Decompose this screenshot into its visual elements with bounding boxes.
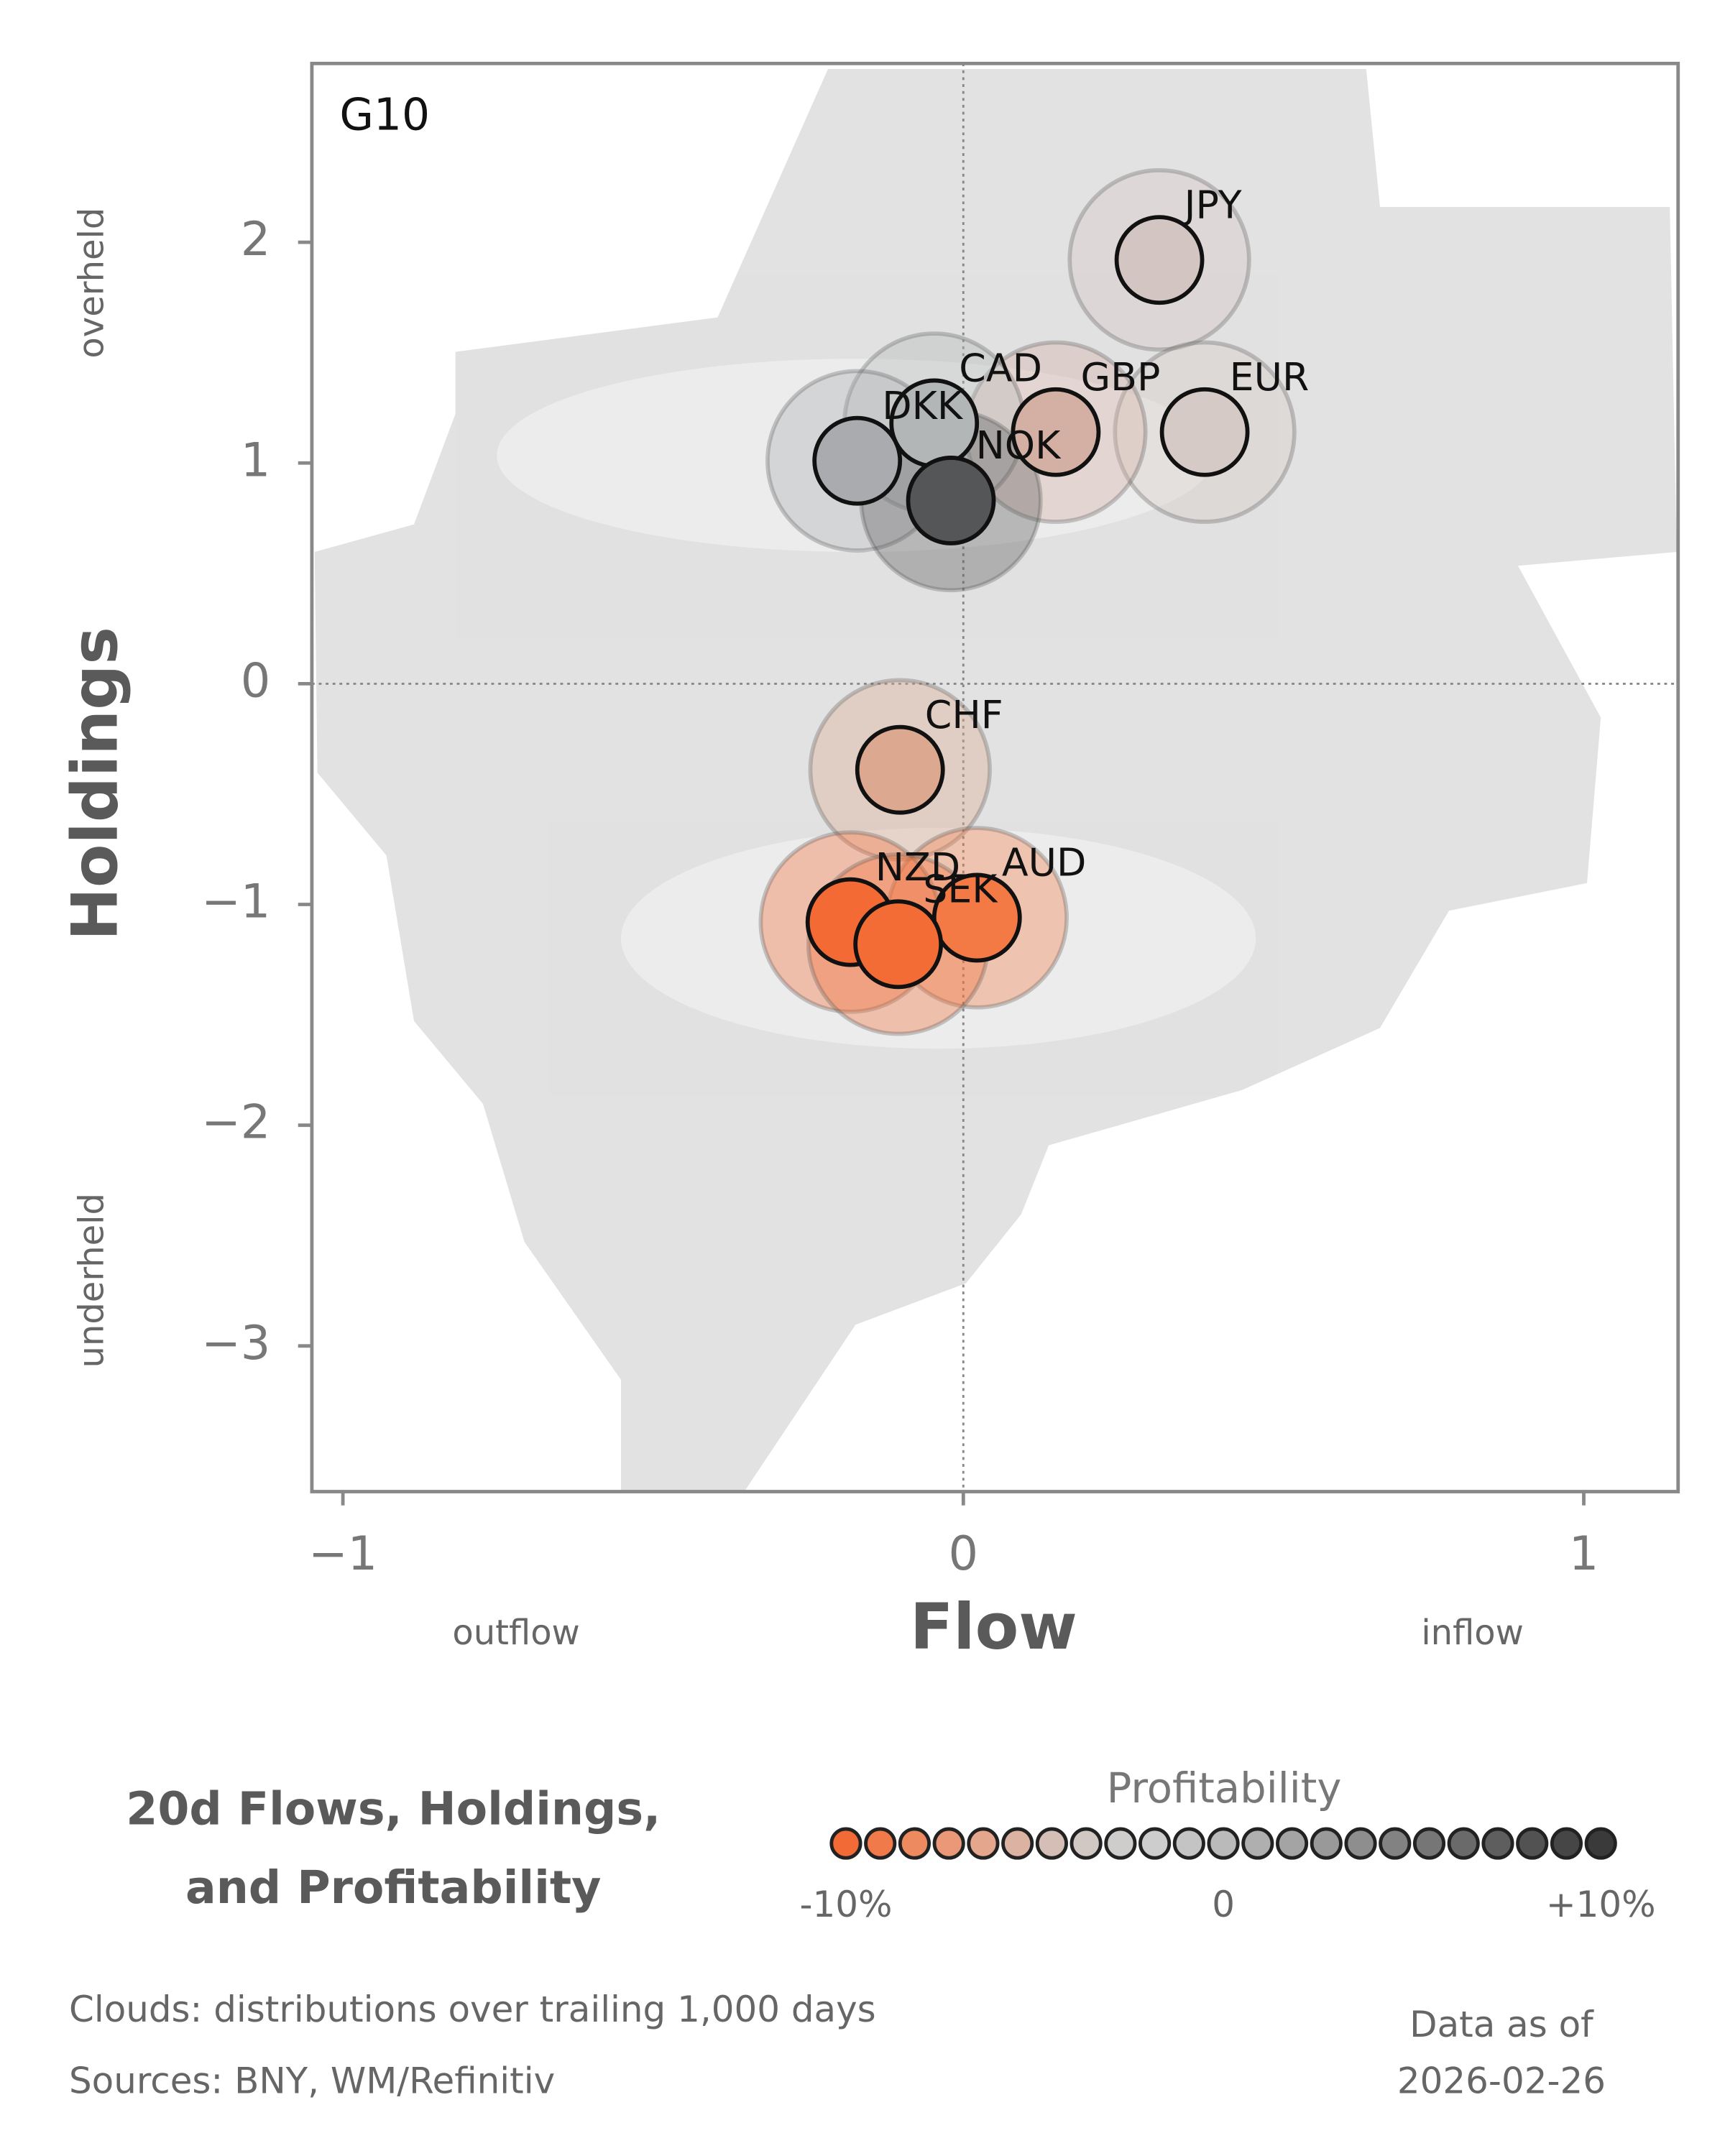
y-tick-label: 2 (241, 212, 271, 267)
colorbar-dot (1481, 1827, 1514, 1860)
point-label: EUR (1230, 354, 1310, 400)
annotation: G10 (339, 89, 430, 140)
date: 2026-02-26 (1397, 2060, 1606, 2102)
colorbar-dot (1447, 1827, 1480, 1860)
title-line: and Profitability (185, 1861, 601, 1914)
colorbar-dot (898, 1827, 931, 1860)
colorbar-dot (1344, 1827, 1377, 1860)
colorbar-dot (1516, 1827, 1549, 1860)
y-tick-label: −3 (201, 1316, 270, 1370)
x-high-label: inflow (1421, 1613, 1524, 1653)
colorbar-dot (829, 1827, 862, 1860)
plot-frame (310, 61, 1680, 1493)
colorbar-tick-label: 0 (1212, 1884, 1235, 1925)
colorbar-dot (1241, 1827, 1274, 1860)
footnote: Sources: BNY, WM/Refinitiv (69, 2060, 555, 2102)
point-label: NZD (875, 844, 960, 890)
point-label: SEK (923, 866, 998, 911)
colorbar-dot (1550, 1827, 1583, 1860)
date-label: Data as of (1409, 2004, 1594, 2045)
colorbar-dot (1310, 1827, 1343, 1860)
title-line: 20d Flows, Holdings, (126, 1782, 661, 1835)
colorbar-dot (1379, 1827, 1412, 1860)
colorbar-dot (1001, 1827, 1034, 1860)
colorbar-dot (932, 1827, 965, 1860)
point (853, 899, 944, 990)
colorbar-dot (967, 1827, 1000, 1860)
x-axis-title: Flow (910, 1590, 1077, 1664)
y-tick-label: 0 (241, 653, 271, 708)
colorbar-dot (864, 1827, 897, 1860)
colorbar-dot (1584, 1827, 1617, 1860)
point-label: CAD (959, 346, 1042, 391)
density-cloud (314, 69, 1677, 1491)
y-axis-title: Holdings (58, 627, 132, 941)
colorbar-tick-label: -10% (799, 1884, 892, 1925)
colorbar-dot (1138, 1827, 1172, 1860)
point-label: AUD (1002, 840, 1087, 885)
y-high-label: overheld (72, 208, 112, 359)
point (906, 456, 996, 545)
x-tick-label: −1 (308, 1526, 377, 1581)
cloud-shape (314, 69, 1677, 1491)
point (1114, 215, 1205, 305)
colorbar-dot (1275, 1827, 1309, 1860)
colorbar-tick-label: +10% (1546, 1884, 1656, 1925)
x-tick-label: 0 (949, 1526, 979, 1581)
point (1011, 387, 1101, 477)
colorbar-dot (1207, 1827, 1240, 1860)
point-label: DKK (882, 383, 964, 428)
y-tick-label: −1 (201, 875, 270, 929)
point (812, 415, 903, 506)
colorbar-dot (1070, 1827, 1103, 1860)
point-label: CHF (925, 692, 1003, 737)
colorbar-dot (1412, 1827, 1446, 1860)
point-label: GBP (1080, 354, 1160, 400)
footnote: Clouds: distributions over trailing 1,00… (69, 1989, 876, 2030)
point-label: NOK (976, 423, 1062, 468)
colorbar-title: Profitability (1107, 1764, 1342, 1812)
y-tick-label: 1 (241, 433, 271, 487)
y-tick-label: −2 (201, 1095, 270, 1150)
x-low-label: outflow (452, 1613, 579, 1653)
x-tick-label: 1 (1569, 1526, 1599, 1581)
y-low-label: underheld (72, 1193, 112, 1368)
point (855, 724, 945, 815)
point (1159, 387, 1250, 477)
colorbar-dot (1104, 1827, 1137, 1860)
colorbar-dot (1172, 1827, 1205, 1860)
point-label: JPY (1182, 182, 1242, 227)
colorbar-dot (1035, 1827, 1068, 1860)
